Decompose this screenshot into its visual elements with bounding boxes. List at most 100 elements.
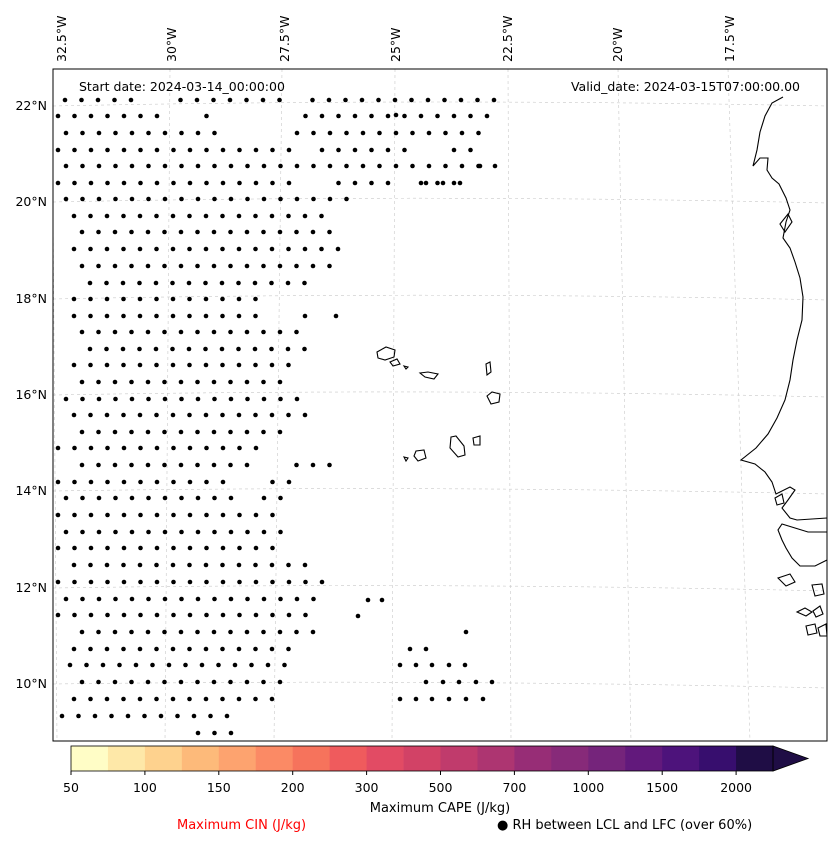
rh-dot bbox=[228, 429, 233, 435]
rh-dot bbox=[385, 180, 391, 186]
rh-dot bbox=[104, 646, 110, 652]
rh-dot bbox=[96, 629, 101, 635]
rh-dot bbox=[95, 97, 101, 103]
rh-dot bbox=[153, 280, 159, 286]
coast-inlet bbox=[776, 573, 796, 587]
rh-dot bbox=[137, 646, 143, 652]
rh-dot bbox=[187, 180, 193, 186]
rh-dot bbox=[170, 646, 176, 652]
rh-dot bbox=[121, 180, 127, 186]
rh-dot bbox=[178, 97, 183, 103]
rh-dot bbox=[352, 113, 358, 119]
rh-dot bbox=[154, 180, 160, 186]
rh-dot bbox=[120, 346, 126, 352]
rh-dot bbox=[162, 130, 168, 136]
rh-dot bbox=[178, 429, 184, 435]
rh-dot bbox=[294, 329, 299, 335]
rh-dot bbox=[96, 396, 102, 402]
rh-dot bbox=[269, 280, 274, 286]
colorbar-cell bbox=[551, 746, 589, 771]
rh-dot bbox=[146, 163, 151, 169]
rh-dot bbox=[228, 629, 233, 635]
rh-dot bbox=[109, 713, 114, 719]
rh-dot bbox=[303, 579, 308, 585]
rh-dot bbox=[220, 696, 225, 702]
rh-dot bbox=[137, 296, 143, 302]
rh-dot bbox=[244, 629, 250, 635]
rh-dot bbox=[145, 462, 151, 468]
rh-dot bbox=[129, 263, 134, 269]
rh-dot bbox=[105, 180, 110, 186]
coast-inlet bbox=[779, 212, 793, 233]
gridline-lon bbox=[727, 69, 751, 741]
gridline-lat bbox=[53, 585, 827, 592]
rh-dot bbox=[253, 445, 259, 451]
rh-dot bbox=[377, 163, 382, 169]
colorbar-frame bbox=[70, 745, 774, 772]
rh-dot bbox=[187, 296, 192, 302]
rh-dot bbox=[253, 545, 259, 551]
rh-dot bbox=[121, 113, 127, 119]
rh-dot bbox=[385, 113, 391, 119]
rh-dot bbox=[138, 545, 143, 551]
rh-dot bbox=[212, 396, 217, 402]
rh-dot bbox=[270, 180, 275, 186]
colorbar-cell bbox=[366, 746, 404, 771]
rh-dot bbox=[302, 346, 307, 352]
rh-dot bbox=[352, 180, 358, 186]
rh-dot bbox=[72, 113, 77, 119]
rh-dot bbox=[473, 679, 479, 685]
gridline-lat bbox=[53, 101, 827, 107]
rh-dot bbox=[178, 379, 184, 385]
rh-dot bbox=[261, 229, 266, 235]
rh-dot bbox=[443, 130, 448, 136]
rh-dot bbox=[245, 596, 250, 602]
rh-dot bbox=[385, 147, 391, 153]
lon-label: 32.5°W bbox=[54, 16, 69, 62]
rh-dot bbox=[459, 163, 465, 169]
rh-dot bbox=[187, 646, 192, 652]
rh-dot bbox=[129, 329, 134, 335]
rh-dot bbox=[355, 613, 361, 619]
rh-dot bbox=[72, 147, 77, 153]
rh-dot bbox=[79, 263, 85, 269]
rh-dot bbox=[96, 196, 102, 202]
rh-dot bbox=[121, 512, 127, 518]
rh-dot bbox=[237, 579, 242, 585]
rh-dot bbox=[319, 147, 325, 153]
island-santa-luzia bbox=[402, 365, 410, 370]
rh-dot bbox=[203, 246, 209, 252]
rh-dot bbox=[228, 196, 234, 202]
rh-dot bbox=[63, 495, 69, 501]
rh-dot bbox=[187, 213, 192, 219]
rh-dot bbox=[171, 512, 176, 518]
island-sao-nicolau bbox=[418, 371, 439, 380]
rh-dot bbox=[270, 479, 275, 485]
rh-dot bbox=[96, 329, 101, 335]
rh-dot bbox=[80, 596, 85, 602]
rh-dot bbox=[261, 495, 267, 501]
rh-dot bbox=[463, 696, 469, 702]
rh-dot bbox=[220, 147, 226, 153]
rh-dot bbox=[269, 646, 275, 652]
rh-dot bbox=[203, 696, 209, 702]
rh-dot bbox=[104, 562, 110, 568]
rh-dot bbox=[138, 512, 143, 518]
rh-dot bbox=[129, 379, 134, 385]
rh-dot bbox=[253, 696, 258, 702]
rh-dot bbox=[88, 545, 94, 551]
rh-dot bbox=[203, 646, 209, 652]
rh-dot bbox=[170, 346, 175, 352]
rh-dot bbox=[171, 612, 176, 618]
rh-dot bbox=[286, 562, 291, 568]
rh-dot bbox=[491, 97, 497, 103]
colorbar-tick-label: 1000 bbox=[572, 780, 604, 795]
rh-dot bbox=[252, 280, 258, 286]
rh-dot bbox=[154, 646, 159, 652]
rh-dot bbox=[278, 596, 283, 602]
gridline-lat bbox=[53, 391, 827, 398]
rh-dot bbox=[137, 412, 143, 418]
rh-dot bbox=[269, 213, 275, 219]
bijagos-islands bbox=[817, 623, 827, 637]
colorbar-cell bbox=[625, 746, 663, 771]
